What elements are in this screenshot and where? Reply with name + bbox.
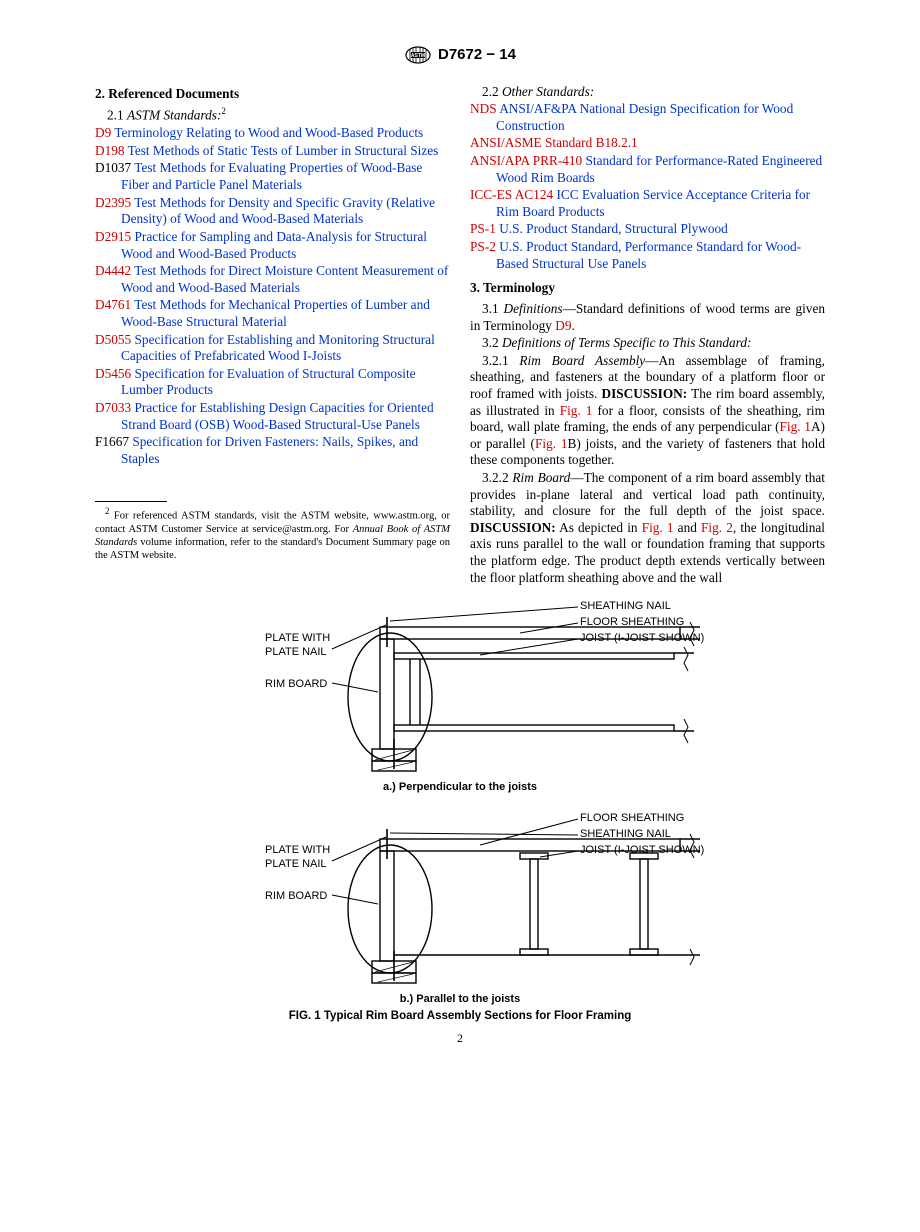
standard-reference: D198 Test Methods of Static Tests of Lum…: [95, 143, 450, 160]
fig2-link[interactable]: Fig. 2: [701, 520, 733, 535]
standard-title[interactable]: Specification for Establishing and Monit…: [121, 332, 435, 364]
standard-reference: NDS ANSI/AF&PA National Design Specifica…: [470, 101, 825, 134]
figure-1a-label: a.) Perpendicular to the joists: [95, 781, 825, 795]
doc-number: D7672 − 14: [438, 46, 516, 65]
para-3-1: 3.1 Definitions—Standard definitions of …: [470, 301, 825, 334]
astm-logo: ASTM: [404, 45, 432, 65]
standard-code[interactable]: D4761: [95, 297, 131, 312]
para-3-2: 3.2 Definitions of Terms Specific to Thi…: [470, 335, 825, 352]
standard-title[interactable]: ANSI/AF&PA National Design Specification…: [496, 101, 793, 133]
standard-title[interactable]: Practice for Sampling and Data-Analysis …: [121, 229, 427, 261]
svg-text:RIM BOARD: RIM BOARD: [265, 678, 327, 690]
standard-code[interactable]: PS-2: [470, 239, 496, 254]
standard-reference: F1667 Specification for Driven Fasteners…: [95, 434, 450, 467]
subsection-2-2: 2.2 Other Standards:: [470, 84, 825, 101]
standard-code[interactable]: D5456: [95, 366, 131, 381]
section-3-heading: 3. Terminology: [470, 280, 825, 297]
svg-text:SHEATHING NAIL: SHEATHING NAIL: [580, 600, 671, 612]
standard-code[interactable]: NDS: [470, 101, 497, 116]
figure-1: PLATE WITH PLATE NAIL RIM BOARD SHEATHIN…: [95, 597, 825, 1023]
footnote-2: 2 For referenced ASTM standards, visit t…: [95, 506, 450, 562]
two-column-layout: 2. Referenced Documents 2.1 ASTM Standar…: [95, 84, 825, 588]
standard-reference: D7033 Practice for Establishing Design C…: [95, 400, 450, 433]
svg-text:ASTM: ASTM: [411, 53, 425, 59]
standard-title[interactable]: Test Methods for Evaluating Properties o…: [121, 160, 422, 192]
standard-reference: ANSI/APA PRR-410 Standard for Performanc…: [470, 153, 825, 186]
standard-code[interactable]: D2915: [95, 229, 131, 244]
standard-title[interactable]: Test Methods for Density and Specific Gr…: [121, 195, 435, 227]
svg-text:SHEATHING NAIL: SHEATHING NAIL: [580, 828, 671, 840]
left-column: 2. Referenced Documents 2.1 ASTM Standar…: [95, 84, 450, 588]
standard-title[interactable]: Test Methods for Mechanical Properties o…: [121, 297, 430, 329]
standard-title[interactable]: U.S. Product Standard, Structural Plywoo…: [496, 221, 728, 236]
footnote-rule: [95, 501, 167, 502]
svg-text:RIM BOARD: RIM BOARD: [265, 890, 327, 902]
standard-code[interactable]: PS-1: [470, 221, 496, 236]
standard-code[interactable]: D5055: [95, 332, 131, 347]
standard-reference: ANSI/ASME Standard B18.2.1: [470, 135, 825, 152]
fig1a-link[interactable]: Fig. 1: [780, 419, 811, 434]
svg-text:JOIST (I-JOIST SHOWN): JOIST (I-JOIST SHOWN): [580, 632, 704, 644]
figure-1b-label: b.) Parallel to the joists: [95, 993, 825, 1007]
ref-d9-link[interactable]: D9: [555, 318, 571, 333]
page-header: ASTM D7672 − 14: [95, 45, 825, 70]
standard-reference: PS-1 U.S. Product Standard, Structural P…: [470, 221, 825, 238]
standard-reference: D5055 Specification for Establishing and…: [95, 332, 450, 365]
svg-text:PLATE WITH: PLATE WITH: [265, 844, 330, 856]
standard-code[interactable]: D7033: [95, 400, 131, 415]
standard-reference: D4442 Test Methods for Direct Moisture C…: [95, 263, 450, 296]
astm-standards-list: D9 Terminology Relating to Wood and Wood…: [95, 125, 450, 467]
svg-text:FLOOR SHEATHING: FLOOR SHEATHING: [580, 616, 684, 628]
para-3-2-1: 3.2.1 Rim Board Assembly—An assemblage o…: [470, 353, 825, 469]
fig1-link[interactable]: Fig. 1: [560, 403, 593, 418]
subsection-2-1: 2.1 ASTM Standards:2: [95, 106, 450, 124]
standard-reference: D2915 Practice for Sampling and Data-Ana…: [95, 229, 450, 262]
standard-title[interactable]: Specification for Evaluation of Structur…: [121, 366, 416, 398]
right-column: 2.2 Other Standards: NDS ANSI/AF&PA Nati…: [470, 84, 825, 588]
standard-title[interactable]: Specification for Driven Fasteners: Nail…: [121, 434, 418, 466]
standard-reference: ICC-ES AC124 ICC Evaluation Service Acce…: [470, 187, 825, 220]
other-standards-list: NDS ANSI/AF&PA National Design Specifica…: [470, 101, 825, 272]
standard-reference: PS-2 U.S. Product Standard, Performance …: [470, 239, 825, 272]
standard-title[interactable]: Practice for Establishing Design Capacit…: [121, 400, 434, 432]
figure-1b-diagram: PLATE WITH PLATE NAIL RIM BOARD FLOOR SH…: [180, 809, 740, 989]
standard-title[interactable]: Test Methods of Static Tests of Lumber i…: [125, 143, 439, 158]
standard-code[interactable]: D4442: [95, 263, 131, 278]
figure-1a-diagram: PLATE WITH PLATE NAIL RIM BOARD SHEATHIN…: [180, 597, 740, 777]
standard-reference: D2395 Test Methods for Density and Speci…: [95, 195, 450, 228]
svg-text:PLATE NAIL: PLATE NAIL: [265, 646, 327, 658]
fig1-link-2[interactable]: Fig. 1: [642, 520, 674, 535]
figure-1-caption: FIG. 1 Typical Rim Board Assembly Sectio…: [95, 1009, 825, 1023]
standard-code[interactable]: D198: [95, 143, 125, 158]
fig1b-link[interactable]: Fig. 1: [535, 436, 568, 451]
standard-reference: D4761 Test Methods for Mechanical Proper…: [95, 297, 450, 330]
svg-text:FLOOR SHEATHING: FLOOR SHEATHING: [580, 812, 684, 824]
standard-code[interactable]: D2395: [95, 195, 131, 210]
standard-code[interactable]: ANSI/APA PRR-410: [470, 153, 582, 168]
standard-title[interactable]: Terminology Relating to Wood and Wood-Ba…: [111, 125, 423, 140]
svg-text:JOIST (I-JOIST SHOWN): JOIST (I-JOIST SHOWN): [580, 844, 704, 856]
standard-code[interactable]: D9: [95, 125, 111, 140]
standard-title[interactable]: Test Methods for Direct Moisture Content…: [121, 263, 448, 295]
svg-text:PLATE NAIL: PLATE NAIL: [265, 858, 327, 870]
section-2-heading: 2. Referenced Documents: [95, 86, 450, 103]
standard-reference: D9 Terminology Relating to Wood and Wood…: [95, 125, 450, 142]
para-3-2-2: 3.2.2 Rim Board—The component of a rim b…: [470, 470, 825, 586]
page-number: 2: [95, 1031, 825, 1046]
standard-code[interactable]: F1667: [95, 434, 129, 449]
svg-text:PLATE WITH: PLATE WITH: [265, 632, 330, 644]
page: ASTM D7672 − 14 2. Referenced Documents …: [0, 0, 920, 1076]
standard-reference: D5456 Specification for Evaluation of St…: [95, 366, 450, 399]
standard-code[interactable]: D1037: [95, 160, 131, 175]
standard-title[interactable]: U.S. Product Standard, Performance Stand…: [496, 239, 801, 271]
standard-code[interactable]: ANSI/ASME Standard B18.2.1: [470, 135, 638, 150]
standard-reference: D1037 Test Methods for Evaluating Proper…: [95, 160, 450, 193]
standard-code[interactable]: ICC-ES AC124: [470, 187, 553, 202]
